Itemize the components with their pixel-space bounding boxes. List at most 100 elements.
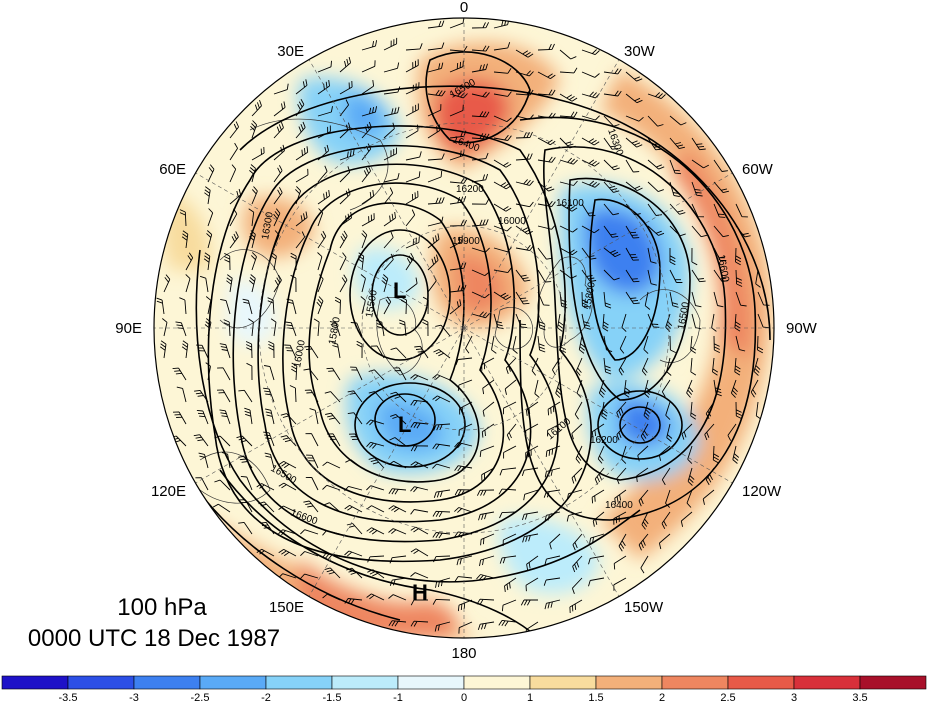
wind-barb xyxy=(273,187,283,205)
wind-barb xyxy=(690,401,697,420)
wind-barb xyxy=(207,164,215,183)
wind-barb xyxy=(543,577,561,586)
wind-barb xyxy=(525,445,539,459)
wind-barb xyxy=(625,181,643,192)
wind-barb xyxy=(569,599,583,614)
lon-label-0: 0 xyxy=(460,0,468,16)
wind-barb xyxy=(687,467,695,486)
contour-label: 15800 xyxy=(582,281,598,311)
wind-barb xyxy=(578,335,586,354)
wind-barb xyxy=(217,367,231,381)
wind-barb xyxy=(334,296,341,315)
wind-barb xyxy=(479,445,495,457)
wind-barb xyxy=(691,291,702,308)
wind-barb xyxy=(162,318,168,337)
colorbar-label: 1 xyxy=(527,692,533,702)
contour-label: 15800 xyxy=(327,316,343,346)
wind-barb xyxy=(515,179,534,186)
wind-barb xyxy=(681,423,693,440)
wind-barb xyxy=(226,274,233,293)
wind-barb xyxy=(344,505,363,513)
wind-barb xyxy=(625,137,643,148)
wind-barb xyxy=(300,573,319,579)
wind-barb xyxy=(471,198,490,205)
wind-barb xyxy=(199,275,209,293)
wind-barb xyxy=(454,507,473,513)
wind-barb xyxy=(339,80,353,95)
wind-barb xyxy=(680,511,693,527)
colorbar-label: -2.5 xyxy=(191,692,210,702)
wind-barb xyxy=(390,391,407,403)
wind-barb xyxy=(616,401,627,419)
wind-barb xyxy=(159,340,167,359)
wind-barb xyxy=(505,357,517,374)
wind-barb xyxy=(735,335,746,352)
contour-label: 15500 xyxy=(364,289,380,319)
wind-barb xyxy=(712,445,720,464)
wind-barb xyxy=(317,165,328,183)
wind-barb xyxy=(712,357,719,376)
wind-barb xyxy=(669,291,679,308)
wind-barb xyxy=(625,247,639,261)
wind-barb xyxy=(515,153,533,161)
wind-barb xyxy=(501,599,517,612)
wind-barb xyxy=(638,533,649,551)
wind-barb xyxy=(559,291,568,309)
wind-barb xyxy=(603,203,619,216)
contour-label: 16500 xyxy=(676,301,692,331)
wind-barb xyxy=(613,511,627,525)
wind-barb xyxy=(537,89,556,96)
wind-barb xyxy=(295,98,305,117)
wind-barb xyxy=(347,412,363,425)
colorbar-label: 1.5 xyxy=(588,692,603,702)
wind-barb xyxy=(383,37,398,51)
wind-barb xyxy=(383,147,397,161)
wind-barb xyxy=(581,225,600,234)
wind-barb xyxy=(295,146,309,161)
wind-barb xyxy=(361,80,375,95)
wind-barb xyxy=(427,233,440,249)
meridian-line xyxy=(463,327,620,597)
wind-barb xyxy=(432,395,451,403)
wind-barb xyxy=(574,401,583,420)
wind-barb xyxy=(249,164,256,183)
wind-barb xyxy=(520,599,538,606)
wind-barb xyxy=(361,121,372,139)
wind-barb xyxy=(757,313,770,329)
wind-barb xyxy=(686,379,694,398)
wind-barb xyxy=(618,357,627,376)
wind-barb xyxy=(212,503,231,513)
wind-barb xyxy=(481,423,495,438)
wind-barb xyxy=(449,235,463,249)
wind-barb xyxy=(493,159,512,168)
wind-barb xyxy=(613,577,627,591)
high-center-label: H xyxy=(412,580,428,605)
wind-barb xyxy=(273,83,289,95)
wind-barb xyxy=(690,357,697,376)
wind-barb xyxy=(300,529,319,535)
wind-barb xyxy=(493,42,511,51)
wind-barb xyxy=(647,225,665,236)
wind-barb xyxy=(735,401,742,420)
wind-barb xyxy=(270,318,277,337)
wind-barb xyxy=(638,489,649,507)
wind-barb xyxy=(383,211,396,227)
wind-barb xyxy=(661,511,671,530)
wind-barb xyxy=(588,577,605,587)
wind-barb xyxy=(214,479,231,491)
wind-barb xyxy=(493,134,512,141)
wind-barb xyxy=(559,111,578,118)
wind-barb xyxy=(493,91,512,97)
wind-barb xyxy=(534,379,540,398)
wind-barb xyxy=(267,297,275,315)
wind-barb xyxy=(730,379,738,398)
wind-barb xyxy=(537,313,546,331)
wind-barb xyxy=(176,386,187,403)
wind-barb xyxy=(691,247,698,266)
wind-barb xyxy=(264,452,275,469)
wind-barb xyxy=(366,485,385,491)
wind-barb xyxy=(643,401,651,420)
wind-barb xyxy=(238,389,253,403)
wind-barb xyxy=(669,137,686,150)
wind-barb xyxy=(366,527,385,535)
